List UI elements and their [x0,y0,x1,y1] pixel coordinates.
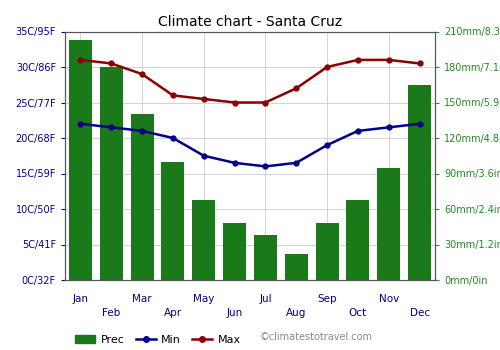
Text: Dec: Dec [410,308,430,318]
Bar [377,168,400,280]
Bar [408,85,431,280]
Text: Sep: Sep [318,294,337,304]
Text: ©climatestotravel.com: ©climatestotravel.com [260,332,373,342]
Text: Feb: Feb [102,308,120,318]
Bar [69,40,92,280]
Text: Nov: Nov [378,294,399,304]
Text: Aug: Aug [286,308,306,318]
Bar [254,235,277,280]
Bar [316,223,338,280]
Text: Jan: Jan [72,294,88,304]
Bar [130,114,154,280]
Bar [284,254,308,280]
Bar [346,199,370,280]
Text: Jul: Jul [259,294,272,304]
Bar [100,67,123,280]
Text: Oct: Oct [349,308,367,318]
Text: May: May [193,294,214,304]
Text: Jun: Jun [226,308,242,318]
Text: Mar: Mar [132,294,152,304]
Bar [162,162,184,280]
Legend: Prec, Min, Max: Prec, Min, Max [70,330,245,349]
Bar [223,223,246,280]
Title: Climate chart - Santa Cruz: Climate chart - Santa Cruz [158,15,342,29]
Bar [192,199,216,280]
Text: Apr: Apr [164,308,182,318]
